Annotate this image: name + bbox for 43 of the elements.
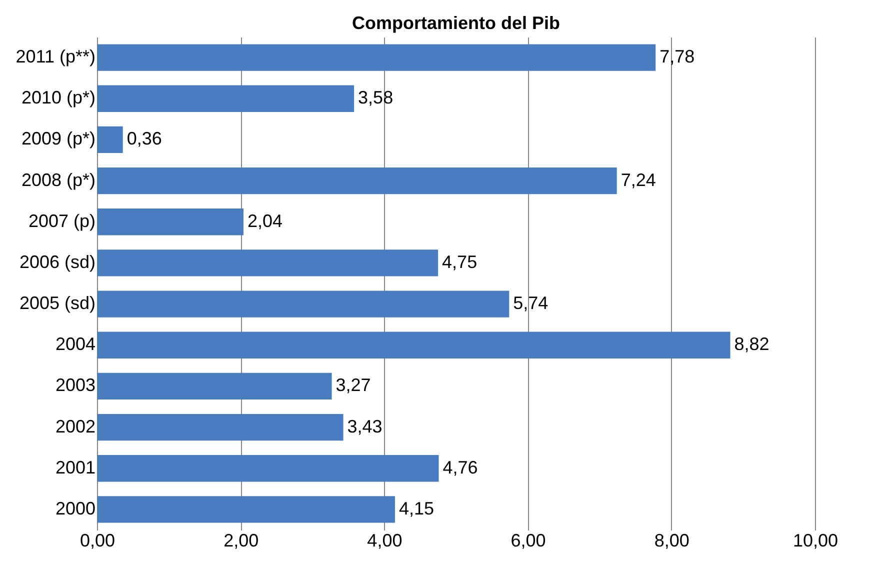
bar — [97, 496, 395, 523]
y-tick-label: 2005 (sd) — [19, 293, 96, 314]
y-tick-label: 2002 — [55, 416, 96, 436]
data-label: 4,76 — [442, 457, 478, 478]
bar — [97, 332, 730, 358]
bar — [97, 85, 354, 112]
y-tick-label: 2001 — [55, 457, 96, 478]
data-label: 3,43 — [347, 416, 382, 436]
x-tick-label: 6,00 — [510, 530, 546, 550]
data-label: 3,58 — [358, 88, 394, 108]
data-label: 3,27 — [336, 375, 371, 396]
x-tick-label: 8,00 — [654, 530, 690, 550]
data-label: 4,15 — [398, 498, 434, 518]
bar — [97, 126, 123, 154]
x-tick-label: 0,00 — [80, 530, 116, 550]
y-tick-label: 2006 (sd) — [19, 252, 96, 272]
bar — [97, 167, 617, 194]
x-tick-label: 4,00 — [367, 530, 402, 550]
bar — [97, 250, 438, 276]
data-label: 8,82 — [734, 334, 770, 354]
y-tick-label: 2003 — [55, 375, 96, 396]
y-tick-label: 2004 — [55, 334, 96, 354]
data-label: 7,78 — [660, 46, 695, 67]
bar — [97, 208, 244, 236]
y-tick-label: 2007 (p) — [28, 210, 96, 231]
y-tick-label: 2011 (p**) — [16, 46, 96, 67]
bar — [97, 455, 439, 482]
bar — [97, 290, 510, 318]
data-label: 2,04 — [247, 210, 283, 231]
x-tick-label: 2,00 — [224, 530, 259, 550]
data-label: 5,74 — [513, 293, 548, 314]
y-tick-label: 2009 (p*) — [21, 128, 96, 149]
bar — [97, 372, 332, 400]
bar — [97, 414, 344, 441]
y-tick-label: 2010 (p*) — [21, 88, 96, 108]
data-label: 0,36 — [126, 128, 162, 149]
y-tick-label: 2000 — [55, 498, 96, 518]
bar — [97, 44, 656, 71]
data-label: 4,75 — [442, 252, 478, 272]
x-tick-label: 10,00 — [792, 530, 838, 550]
y-tick-label: 2008 (p*) — [21, 170, 96, 190]
data-label: 7,24 — [620, 170, 656, 190]
chart-title: Comportamiento del Pib — [352, 13, 560, 33]
